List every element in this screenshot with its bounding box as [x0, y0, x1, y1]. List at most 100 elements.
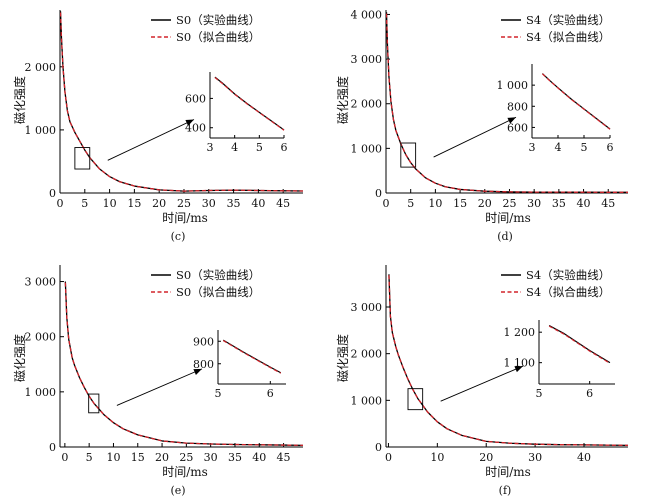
inset-x-tick-label: 6	[267, 387, 274, 400]
x-tick-label: 5	[86, 451, 93, 464]
inset-y-tick-label: 900	[193, 335, 214, 348]
inset-x-tick-label: 5	[215, 387, 222, 400]
zoom-arrow	[440, 365, 524, 402]
legend-entry: S4（拟合曲线）	[526, 30, 610, 44]
x-tick-label: 40	[252, 451, 266, 464]
inset-x-tick-label: 3	[529, 141, 536, 154]
inset-background	[539, 320, 615, 384]
y-tick-label: 0	[375, 187, 382, 200]
series-line-fit	[64, 282, 303, 446]
x-tick-label: 30	[527, 197, 541, 210]
inset-series-line-fit	[222, 340, 282, 374]
x-tick-label: 5	[81, 197, 88, 210]
y-tick-label: 2 000	[25, 331, 57, 344]
inset-y-tick-label: 800	[507, 100, 528, 113]
y-tick-label: 3 000	[25, 276, 57, 289]
x-tick-label: 20	[479, 451, 493, 464]
inset-series-line-fit	[214, 77, 285, 131]
x-axis-label: 时间/ms	[485, 211, 531, 225]
legend-entry: S4（实验曲线）	[526, 268, 610, 282]
legend: S0（实验曲线） S0（拟合曲线）	[151, 13, 260, 44]
inset-chart: 5 6 800 900	[193, 330, 286, 400]
legend: S4（实验曲线） S4（拟合曲线）	[501, 13, 610, 44]
panel-sublabel: (c)	[171, 230, 186, 243]
zoom-arrow-head	[185, 119, 194, 126]
inset-x-tick-label: 6	[607, 141, 614, 154]
inset-x-tick-label: 6	[586, 387, 593, 400]
series-line-fit	[388, 275, 628, 447]
inset-y-tick-label: 1 100	[504, 357, 536, 370]
y-tick-label: 0	[375, 441, 382, 454]
inset-y-tick-label: 600	[185, 92, 206, 105]
x-axis-label: 时间/ms	[162, 211, 208, 225]
x-tick-label: 25	[179, 451, 193, 464]
inset-x-tick-label: 4	[231, 141, 238, 154]
inset-chart: 5 6 1 100 1 200	[504, 320, 615, 400]
inset-x-tick-label: 5	[581, 141, 588, 154]
y-tick-label: 0	[49, 187, 56, 200]
series-group	[60, 11, 303, 192]
legend-entry: S0（实验曲线）	[176, 268, 260, 282]
x-tick-label: 15	[453, 197, 467, 210]
inset-series-line-fit	[548, 325, 611, 364]
zoom-arrow-head	[507, 117, 516, 124]
x-tick-label: 30	[204, 451, 218, 464]
x-tick-label: 30	[528, 451, 542, 464]
inset-y-tick-label: 1 000	[497, 79, 529, 92]
x-tick-label: 45	[276, 197, 290, 210]
x-tick-label: 40	[577, 451, 591, 464]
x-tick-label: 15	[127, 197, 141, 210]
chart-panel-e: 0 5 10 15 20 25 30 35 40 45 0 1 000 2 000 3 000 时间/ms 磁…	[12, 265, 303, 497]
y-tick-label: 2 000	[351, 348, 383, 361]
legend-entry: S4（实验曲线）	[526, 13, 610, 27]
x-tick-label: 0	[385, 451, 392, 464]
x-tick-label: 20	[478, 197, 492, 210]
zoom-arrow-head	[514, 366, 523, 373]
inset-x-tick-label: 5	[536, 387, 543, 400]
legend-entry: S4（拟合曲线）	[526, 285, 610, 299]
x-tick-label: 0	[57, 197, 64, 210]
inset-y-tick-label: 1 200	[504, 326, 536, 339]
chart-panel-f: 0 10 20 30 40 0 1 000 2 000 3 000 时间/ms 磁化强度 (f) 5 6 1…	[335, 265, 628, 497]
series-group	[386, 12, 628, 193]
inset-y-tick-label: 800	[193, 358, 214, 371]
x-tick-label: 20	[155, 451, 169, 464]
zoom-arrow	[433, 116, 517, 158]
panel-sublabel: (d)	[497, 230, 513, 243]
zoom-arrow	[107, 119, 195, 161]
inset-series-line-experimental	[541, 73, 611, 130]
y-tick-label: 1 000	[25, 124, 57, 137]
series-group	[388, 274, 628, 447]
x-tick-label: 10	[428, 197, 442, 210]
x-axis-label: 时间/ms	[162, 465, 208, 479]
zoom-box	[74, 147, 91, 170]
x-tick-label: 25	[502, 197, 516, 210]
inset-x-tick-label: 4	[555, 141, 562, 154]
legend-entry: S0（拟合曲线）	[176, 285, 260, 299]
legend: S0（实验曲线） S0（拟合曲线）	[151, 268, 260, 299]
inset-chart: 3 4 5 6 600 800 1 000	[497, 64, 614, 154]
y-tick-label: 2 000	[351, 98, 383, 111]
x-tick-label: 5	[407, 197, 414, 210]
y-axis-label: 磁化强度	[335, 76, 350, 124]
x-tick-label: 40	[577, 197, 591, 210]
x-tick-label: 10	[103, 197, 117, 210]
x-tick-label: 35	[552, 197, 566, 210]
legend-entry: S0（实验曲线）	[176, 13, 260, 27]
inset-y-tick-label: 400	[185, 122, 206, 135]
y-tick-label: 4 000	[351, 8, 383, 21]
zoom-arrow-head	[193, 368, 202, 375]
zoom-box	[407, 388, 424, 411]
inset-x-tick-label: 3	[207, 141, 214, 154]
x-tick-label: 10	[430, 451, 444, 464]
legend-entry: S0（拟合曲线）	[176, 30, 260, 44]
legend: S4（实验曲线） S4（拟合曲线）	[501, 268, 610, 299]
y-tick-label: 1 000	[351, 394, 383, 407]
y-axis-label: 磁化强度	[12, 334, 27, 382]
x-tick-label: 45	[601, 197, 615, 210]
x-tick-label: 20	[152, 197, 166, 210]
x-tick-label: 25	[177, 197, 191, 210]
y-tick-label: 3 000	[351, 53, 383, 66]
